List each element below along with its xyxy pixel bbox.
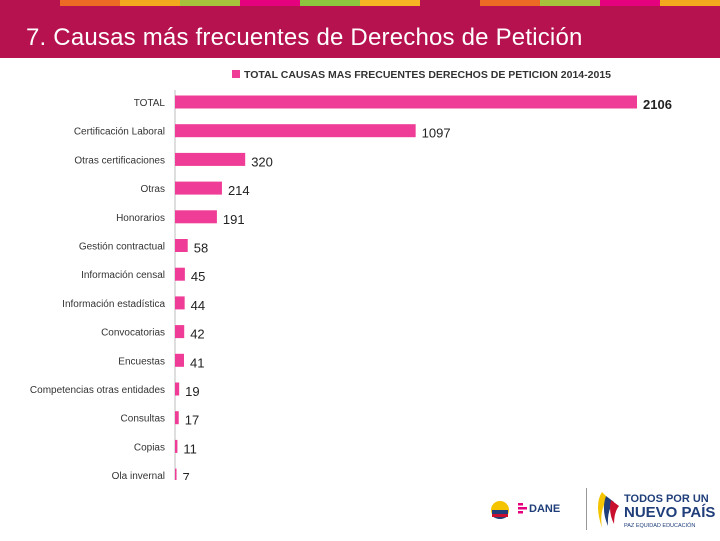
- category-label: TOTAL: [134, 98, 166, 109]
- value-label: 41: [190, 355, 204, 370]
- category-label: Certificación Laboral: [74, 127, 165, 138]
- value-label: 45: [191, 269, 205, 284]
- stripe-segment: [0, 0, 60, 6]
- bar: [175, 210, 217, 224]
- gov-flag-red: [610, 500, 619, 524]
- bar: [175, 124, 416, 138]
- bar: [175, 239, 188, 252]
- bar-chart: TOTAL CAUSAS MAS FRECUENTES DERECHOS DE …: [30, 69, 672, 480]
- stripe-segment: [120, 0, 180, 6]
- dane-logo: DANE: [518, 503, 560, 515]
- bar: [175, 382, 180, 396]
- category-label: Información censal: [81, 270, 165, 281]
- stripe-segment: [660, 0, 720, 6]
- bar: [175, 411, 179, 425]
- value-label: 11: [183, 441, 197, 456]
- bar: [175, 296, 185, 310]
- category-label: Competencias otras entidades: [30, 385, 165, 396]
- bar: [175, 95, 637, 109]
- stripe-segment: [300, 0, 360, 6]
- gov-line2: NUEVO PAÍS: [624, 504, 715, 521]
- legend-swatch: [232, 70, 240, 78]
- bar: [175, 439, 178, 453]
- category-label: Honorarios: [116, 213, 165, 224]
- category-label: Otras certificaciones: [74, 155, 165, 166]
- gov-logo: TODOS POR UN NUEVO PAÍS PAZ EQUIDAD EDUC…: [598, 492, 715, 529]
- header-bar: 7. Causas más frecuentes de Derechos de …: [0, 6, 720, 58]
- value-label: 17: [185, 413, 199, 428]
- value-label: 191: [223, 212, 245, 227]
- value-label: 2106: [643, 97, 672, 112]
- stripe-segment: [480, 0, 540, 6]
- gov-line1: TODOS POR UN: [624, 493, 709, 505]
- category-label: Convocatorias: [101, 328, 165, 339]
- category-label: Copias: [134, 442, 165, 453]
- stripe-segment: [60, 0, 120, 6]
- bar: [175, 468, 177, 480]
- value-label: 58: [194, 241, 208, 256]
- value-label: 44: [191, 298, 205, 313]
- bars-group: TOTAL 2106 Certificación Laboral 1097 Otras …: [30, 95, 672, 480]
- coat-of-arms-icon: [491, 501, 509, 519]
- dane-text: DANE: [529, 503, 560, 515]
- value-label: 42: [190, 327, 204, 342]
- stripe-segment: [600, 0, 660, 6]
- category-label: Encuestas: [118, 356, 165, 367]
- value-label: 214: [228, 183, 250, 198]
- bar: [175, 152, 246, 166]
- value-label: 19: [185, 384, 199, 399]
- bar: [175, 353, 184, 367]
- legend-label: TOTAL CAUSAS MAS FRECUENTES DERECHOS DE …: [244, 69, 611, 81]
- page-title: 7. Causas más frecuentes de Derechos de …: [26, 24, 583, 51]
- top-color-stripe: [0, 0, 720, 6]
- value-label: 7: [183, 470, 190, 480]
- category-label: Gestión contractual: [79, 242, 165, 253]
- logos-graphic: DANE TODOS POR UN NUEVO PAÍS PAZ EQUIDAD…: [491, 488, 715, 530]
- stripe-segment: [180, 0, 240, 6]
- category-label: Consultas: [121, 414, 165, 425]
- stripe-segment: [420, 0, 480, 6]
- chart-legend: TOTAL CAUSAS MAS FRECUENTES DERECHOS DE …: [232, 69, 611, 81]
- value-label: 320: [251, 154, 273, 169]
- category-label: Ola invernal: [112, 471, 165, 480]
- stripe-segment: [540, 0, 600, 6]
- bar: [175, 267, 185, 281]
- category-label: Información estadística: [62, 299, 165, 310]
- footer-logos: DANE TODOS POR UN NUEVO PAÍS PAZ EQUIDAD…: [482, 484, 716, 536]
- category-label: Otras: [141, 184, 165, 195]
- stripe-segment: [360, 0, 420, 6]
- bar: [175, 181, 222, 195]
- bar: [175, 325, 185, 339]
- gov-line3: PAZ EQUIDAD EDUCACIÓN: [624, 522, 695, 529]
- logo-separator: [586, 488, 587, 530]
- value-label: 1097: [422, 126, 451, 141]
- stripe-segment: [240, 0, 300, 6]
